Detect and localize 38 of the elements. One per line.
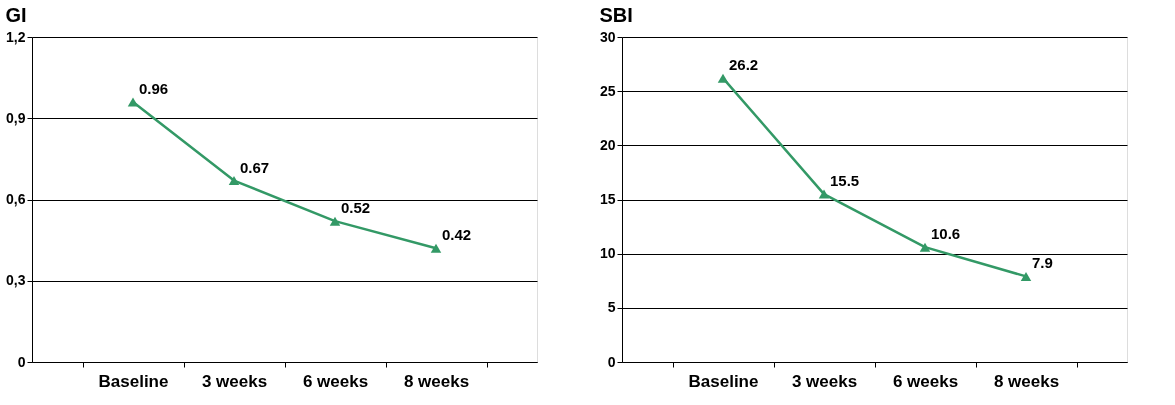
x-tick-label: 3 weeks <box>791 371 858 391</box>
y-tick-label: 5 <box>607 299 616 316</box>
x-tick-label: Baseline <box>688 371 759 391</box>
data-label: 15.5 <box>830 172 860 190</box>
point <box>818 189 830 199</box>
point <box>430 243 442 253</box>
data-label: 26.2 <box>729 56 759 74</box>
data-label: 10.6 <box>931 225 961 243</box>
data-label: 0.67 <box>240 158 270 176</box>
x-tick-label: 6 weeks <box>892 371 959 391</box>
y-tick-label: 0,6 <box>6 191 26 207</box>
y-tick-label: 0,3 <box>6 272 26 289</box>
x-tick-label: 8 weeks <box>993 371 1060 391</box>
data-label: 7.9 <box>1032 254 1053 272</box>
y-tick-label: 30 <box>599 28 616 45</box>
y-tick-label: 20 <box>599 136 616 153</box>
data-label: 0.52 <box>341 199 371 217</box>
chart-title: GI <box>5 4 27 26</box>
x-tick-label: 6 weeks <box>302 371 369 391</box>
data-label: 0.96 <box>139 80 169 97</box>
point <box>1020 271 1032 281</box>
x-tick-label: 3 weeks <box>201 371 268 391</box>
point <box>228 176 240 186</box>
y-tick-label: 0,9 <box>6 109 26 126</box>
point <box>127 97 139 107</box>
x-tick-label: 8 weeks <box>403 371 470 391</box>
y-tick-label: 0 <box>607 353 616 370</box>
point <box>717 73 729 83</box>
y-tick-label: 15 <box>599 191 616 207</box>
data-label: 0.42 <box>442 226 472 244</box>
y-tick-label: 10 <box>599 245 616 262</box>
y-tick-label: 1,2 <box>6 28 26 45</box>
y-tick-label: 0 <box>17 353 26 370</box>
y-tick-label: 25 <box>599 82 616 99</box>
chart-title: SBI <box>599 4 633 26</box>
point <box>329 216 341 226</box>
point <box>919 242 931 252</box>
x-tick-label: Baseline <box>98 371 169 391</box>
